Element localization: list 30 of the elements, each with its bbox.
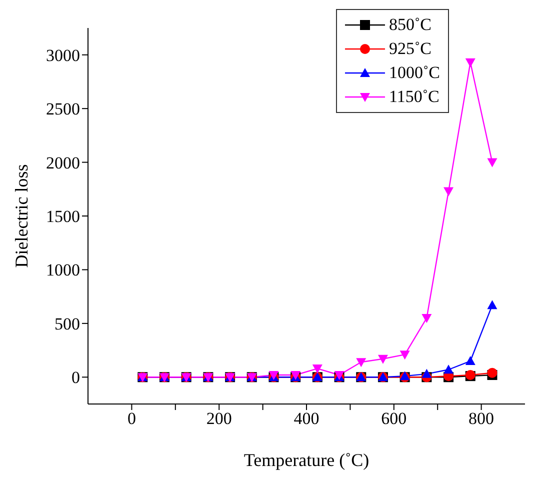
point	[487, 300, 498, 310]
y-tick-label: 2000	[46, 153, 80, 172]
point	[444, 187, 454, 196]
y-tick-label: 0	[72, 368, 80, 388]
y-tick-label: 1000	[46, 260, 80, 280]
point	[487, 158, 498, 168]
x-axis-title: Temperature (˚C)	[244, 450, 370, 470]
point	[465, 356, 476, 366]
point	[444, 364, 454, 374]
x-tick-label: 800	[468, 409, 494, 428]
legend-label: 925˚C	[389, 38, 432, 60]
point	[400, 350, 410, 360]
y-tick-label: 500	[54, 314, 80, 334]
y-axis-title: Dielectric loss	[11, 164, 32, 268]
legend-label: 850˚C	[389, 14, 432, 36]
y-tick-label: 3000	[46, 46, 80, 65]
y-tick-label: 2500	[46, 100, 80, 119]
legend-label: 1000˚C	[389, 62, 440, 84]
x-tick-label: 400	[294, 409, 320, 428]
point	[422, 368, 432, 378]
point	[422, 314, 432, 324]
legend-label: 1150˚C	[389, 86, 440, 108]
point	[312, 364, 322, 374]
x-tick-label: 600	[381, 409, 407, 428]
point	[356, 358, 366, 368]
point	[465, 58, 476, 68]
y-tick-label: 1500	[46, 207, 80, 226]
x-tick-label: 200	[206, 409, 232, 428]
x-tick-label: 0	[127, 409, 136, 428]
point	[378, 354, 388, 364]
